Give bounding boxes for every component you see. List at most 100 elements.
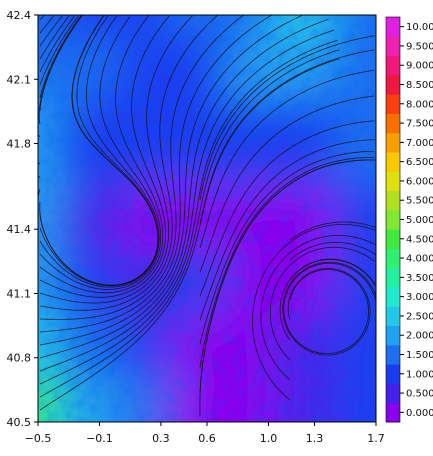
colorbar-label: 2.000 — [406, 331, 433, 342]
colorbar-swatch — [386, 36, 400, 57]
streamline — [38, 134, 41, 138]
streamline — [39, 39, 338, 385]
colorbar-swatch — [386, 74, 400, 95]
streamlines — [38, 15, 376, 417]
colorbar-label: 8.500 — [406, 80, 433, 91]
colorbar-swatch — [386, 55, 400, 76]
x-tick-label: −0.5 — [25, 432, 52, 445]
colorbar-swatch — [386, 364, 400, 384]
y-tick-label: 41.8 — [7, 138, 32, 151]
plot-area — [38, 15, 376, 422]
colorbar-swatch — [386, 287, 400, 307]
streamline — [199, 156, 375, 369]
streamline — [199, 139, 376, 321]
colorbar-swatch — [386, 132, 400, 153]
y-tick-label: 42.1 — [7, 73, 32, 86]
streamline — [260, 235, 376, 381]
streamline — [282, 261, 376, 356]
streamline — [38, 188, 41, 196]
colorbar-label: 5.500 — [406, 196, 433, 207]
streamline — [38, 175, 41, 179]
x-tick-label: 1.3 — [306, 432, 324, 445]
streamline — [39, 15, 272, 333]
colorbar-swatch — [386, 171, 400, 192]
streamline — [39, 15, 164, 294]
streamline — [279, 258, 376, 341]
streamline — [39, 15, 159, 286]
streamline — [39, 18, 329, 359]
x-tick-label: 1.0 — [260, 432, 278, 445]
colorbar-label: 1.500 — [406, 350, 433, 361]
streamline — [252, 223, 376, 401]
x-tick-label: 1.7 — [367, 432, 385, 445]
streamline — [39, 15, 244, 320]
streamline — [39, 16, 162, 290]
colorbar-label: 3.500 — [406, 273, 433, 284]
colorbar-label: 2.500 — [406, 311, 433, 322]
colorbar-swatch — [386, 267, 400, 288]
streamline — [39, 15, 218, 311]
colorbar-swatch — [386, 113, 400, 134]
streamline — [199, 120, 375, 297]
streamline — [39, 15, 303, 346]
colorbar-label: 4.500 — [406, 234, 433, 245]
streamline — [39, 15, 75, 73]
colorbar-label: 4.000 — [406, 254, 433, 265]
colorbar-label: 6.000 — [406, 176, 433, 187]
colorbar-swatch — [386, 325, 400, 346]
streamline — [39, 15, 55, 34]
x-tick-label: 0.6 — [198, 432, 216, 445]
y-tick-label: 40.8 — [7, 352, 32, 365]
streamline — [39, 15, 193, 304]
streamline — [39, 15, 79, 86]
streamline — [199, 35, 376, 201]
streamline — [39, 15, 170, 298]
y-tick-label: 40.5 — [7, 416, 32, 429]
streamline — [39, 15, 160, 288]
colorbar-swatch — [386, 17, 400, 37]
colorbar-label: 10.00 — [406, 22, 433, 33]
colorbar-label: 5.000 — [406, 215, 433, 226]
colorbar-swatch — [386, 248, 400, 269]
colorbar-label: 7.000 — [406, 138, 433, 149]
colorbar-label: 6.500 — [406, 157, 433, 168]
streamline — [289, 221, 376, 241]
streamline — [269, 246, 375, 361]
streamline — [199, 69, 375, 249]
colorbar-label: 9.500 — [406, 41, 433, 52]
colorbar-label: 7.500 — [406, 119, 433, 130]
streamline — [289, 242, 376, 261]
colorbar-swatch — [386, 229, 400, 249]
colorbar-swatch — [386, 383, 400, 404]
colorbar-frame — [385, 16, 401, 423]
streamline — [199, 49, 375, 225]
streamline — [39, 29, 335, 372]
y-tick-label: 41.4 — [7, 223, 32, 236]
streamline — [39, 15, 63, 47]
colorbar-swatch — [386, 190, 400, 211]
streamline — [199, 151, 374, 345]
colorbar-swatch — [386, 209, 400, 230]
colorbar-swatch — [386, 402, 400, 423]
colorbar-label: 0.000 — [406, 408, 433, 419]
streamline — [283, 263, 376, 354]
streamline — [39, 15, 70, 60]
colorbar-label: 0.500 — [406, 389, 433, 400]
streamline — [39, 15, 45, 21]
streamline — [39, 49, 340, 398]
x-tick-label: 0.3 — [152, 432, 170, 445]
x-tick-label: −0.1 — [86, 432, 113, 445]
colorbar-label: 3.000 — [406, 292, 433, 303]
streamline — [39, 58, 340, 411]
colorbar-swatch — [386, 94, 400, 114]
y-tick-label: 41.1 — [7, 287, 32, 300]
streamline — [199, 159, 376, 417]
y-axis: 40.5 40.8 41.1 41.4 41.8 42.1 42.4 — [7, 9, 38, 429]
x-axis: −0.5 −0.1 0.3 0.6 1.0 1.3 1.7 — [25, 422, 385, 445]
streamline — [39, 15, 82, 99]
colorbar-label: 8.000 — [406, 99, 433, 110]
colorbar-label: 9.000 — [406, 61, 433, 72]
colorbar: 0.000 0.500 1.000 1.500 2.000 2.500 3.000 3.500… — [385, 16, 433, 423]
colorbar-label: 1.000 — [406, 369, 433, 380]
